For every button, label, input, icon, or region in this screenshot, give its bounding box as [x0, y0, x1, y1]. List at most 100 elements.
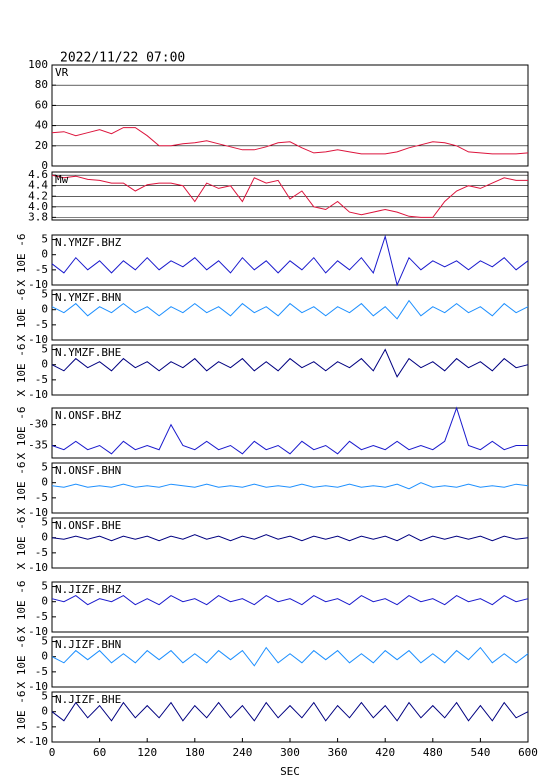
trace-line: [51, 595, 529, 606]
x-tick-label: 0: [49, 746, 56, 759]
y-tick-label: 0: [41, 358, 48, 371]
y-tick-label: 20: [35, 139, 48, 152]
x-axis-label: SEC: [280, 765, 300, 778]
y-tick-label: 5: [41, 516, 48, 529]
panel-frame: [51, 289, 529, 341]
y-axis-label: X 10E -6: [15, 691, 28, 744]
chart-title: 2022/11/22 07:00: [60, 51, 185, 66]
y-tick-label: -5: [35, 546, 48, 559]
panel-frame: [51, 636, 529, 688]
y-tick-label: -5: [35, 318, 48, 331]
y-tick-label: 5: [41, 635, 48, 648]
y-tick-label: -10: [28, 278, 48, 291]
x-tick-label: 360: [328, 746, 348, 759]
panel-label: N.JIZF.BHN: [55, 638, 121, 651]
y-tick-label: -5: [35, 720, 48, 733]
panel-frame: [51, 517, 529, 569]
x-tick-label: 540: [470, 746, 490, 759]
y-tick-label: 4.2: [28, 189, 48, 202]
y-tick-label: 0: [41, 476, 48, 489]
trace-line: [51, 174, 528, 218]
y-tick-label: -30: [28, 418, 48, 431]
y-tick-label: -10: [28, 506, 48, 519]
trace-line: [51, 534, 529, 542]
y-tick-label: -5: [35, 373, 48, 386]
y-tick-label: 60: [35, 98, 48, 111]
y-tick-label: -10: [28, 561, 48, 574]
panel-frame: [51, 344, 529, 396]
y-tick-label: 40: [35, 119, 48, 132]
panel-frame: [51, 691, 529, 743]
y-tick-label: -5: [35, 491, 48, 504]
trace-line: [51, 646, 529, 667]
y-tick-label: -10: [28, 735, 48, 748]
panel-label: N.JIZF.BHZ: [55, 583, 122, 596]
y-tick-label: -10: [28, 388, 48, 401]
trace-line: [51, 127, 529, 155]
x-tick-label: 480: [423, 746, 443, 759]
y-tick-label: 0: [41, 650, 48, 663]
y-axis-label: X 10E -6: [15, 234, 28, 287]
panel-label: VR: [55, 66, 69, 79]
trace-line: [51, 234, 529, 287]
y-tick-label: 100: [28, 58, 48, 71]
x-tick-label: 60: [93, 746, 106, 759]
panel-label: N.ONSF.BHE: [55, 519, 121, 532]
y-tick-label: 0: [41, 595, 48, 608]
y-tick-label: -5: [35, 263, 48, 276]
y-tick-label: 5: [41, 343, 48, 356]
panel-frame: [51, 581, 529, 633]
panel-label: N.ONSF.BHN: [55, 464, 121, 477]
y-axis-label: X 10E -6: [15, 517, 28, 570]
trace-line: [51, 701, 529, 722]
panel-frame: [51, 407, 529, 459]
panel-label: N.ONSF.BHZ: [55, 409, 122, 422]
trace-line: [51, 299, 529, 320]
x-tick-label: 180: [185, 746, 205, 759]
y-tick-label: 5: [41, 288, 48, 301]
y-tick-label: -10: [28, 680, 48, 693]
y-tick-label: 0: [41, 159, 48, 172]
panel-label: N.YMZF.BHN: [55, 291, 121, 304]
y-tick-label: 80: [35, 78, 48, 91]
y-tick-label: -5: [35, 610, 48, 623]
y-tick-label: 0: [41, 531, 48, 544]
y-tick-label: -5: [35, 665, 48, 678]
x-tick-label: 120: [137, 746, 157, 759]
panel-label: Mw: [55, 173, 69, 186]
y-tick-label: 5: [41, 580, 48, 593]
panel-label: N.YMZF.BHZ: [55, 236, 122, 249]
y-tick-label: 0: [41, 303, 48, 316]
y-tick-label: 5: [41, 233, 48, 246]
y-axis-label: X 10E -6: [15, 407, 28, 460]
x-tick-label: 420: [375, 746, 395, 759]
panel-frame: [51, 234, 529, 286]
y-tick-label: 5: [41, 690, 48, 703]
panel-label: N.JIZF.BHE: [55, 693, 121, 706]
y-tick-label: 3.8: [28, 210, 48, 223]
panel-label: N.YMZF.BHE: [55, 346, 121, 359]
y-axis-label: X 10E -6: [15, 289, 28, 342]
trace-line: [51, 482, 529, 490]
y-tick-label: 0: [41, 248, 48, 261]
y-axis-label: X 10E -6: [15, 344, 28, 397]
y-tick-label: -10: [28, 625, 48, 638]
y-tick-label: 0: [41, 705, 48, 718]
trace-line: [51, 406, 528, 455]
x-tick-label: 240: [232, 746, 252, 759]
trace-line: [51, 348, 529, 378]
y-axis-label: X 10E -6: [15, 581, 28, 634]
y-tick-label: -35: [28, 439, 48, 452]
panel-frame: [51, 462, 529, 514]
y-axis-label: X 10E -6: [15, 636, 28, 689]
y-axis-label: X 10E -6: [15, 462, 28, 515]
y-tick-label: -10: [28, 333, 48, 346]
y-tick-label: 4.6: [28, 168, 48, 181]
y-tick-label: 4.4: [28, 179, 48, 192]
x-tick-label: 600: [518, 746, 538, 759]
y-tick-label: 4.0: [28, 200, 48, 213]
y-tick-label: 5: [41, 461, 48, 474]
panel-frame: [51, 64, 529, 167]
x-tick-label: 300: [280, 746, 300, 759]
